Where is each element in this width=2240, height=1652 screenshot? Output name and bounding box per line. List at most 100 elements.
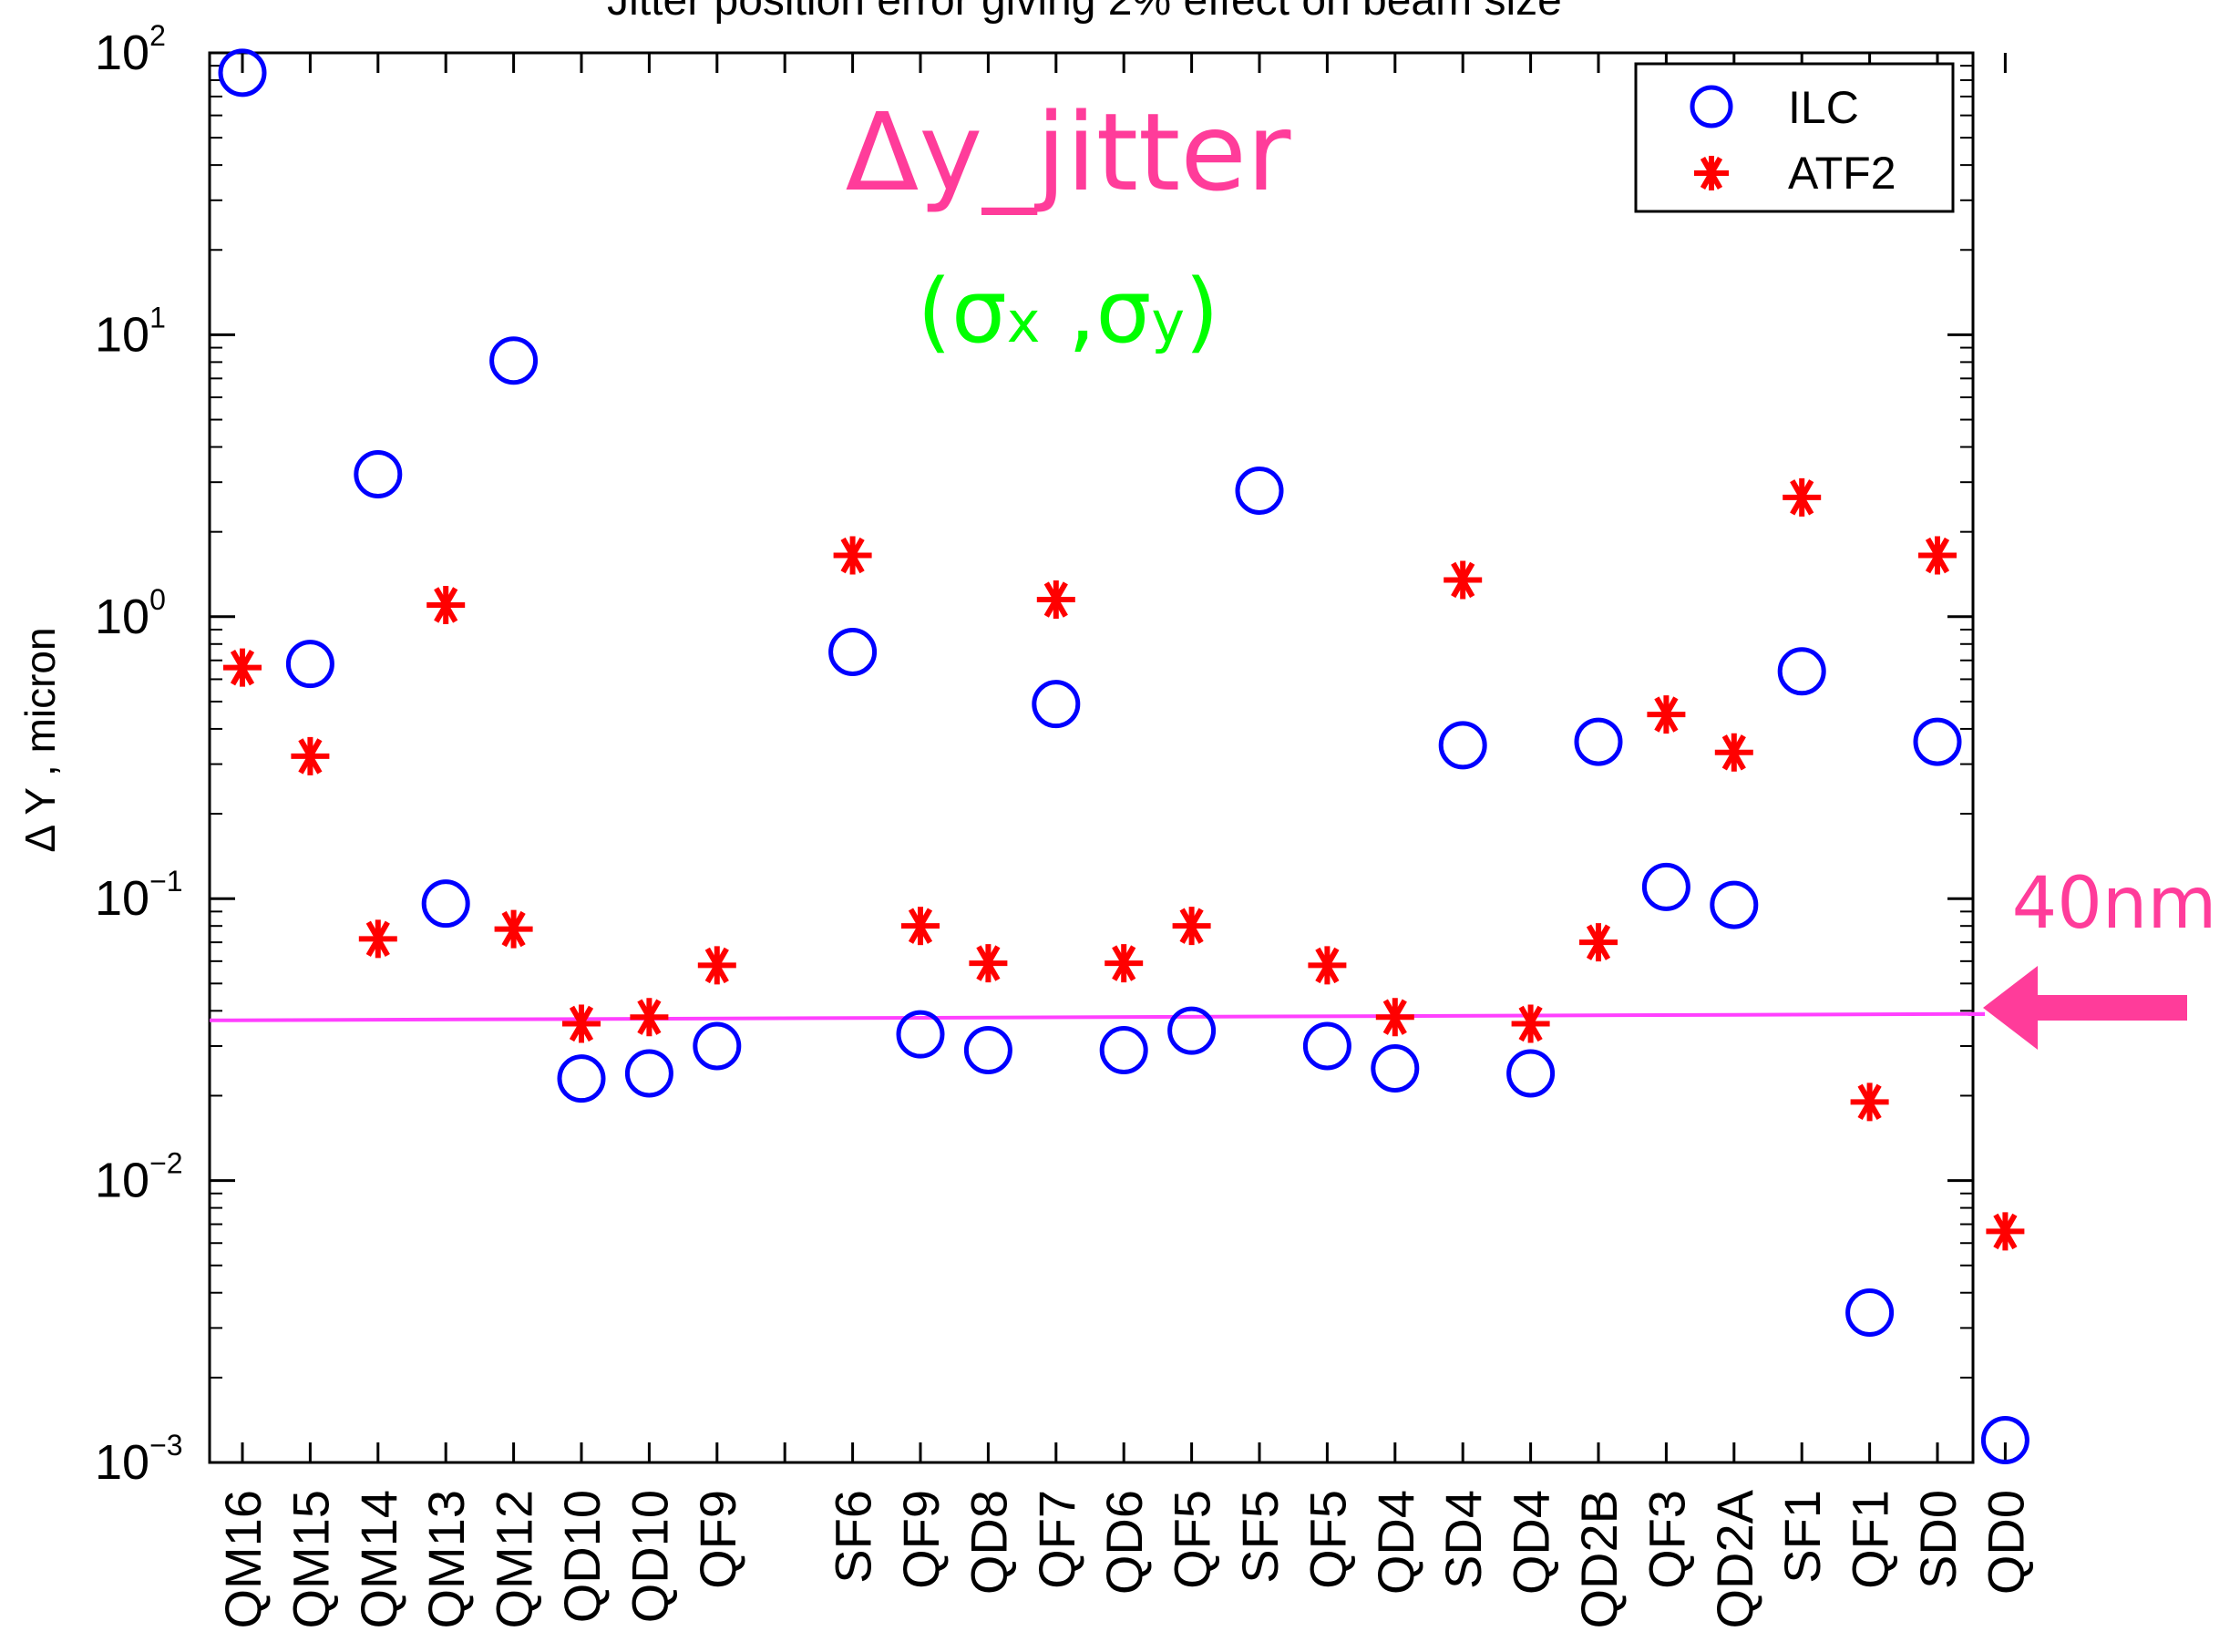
ilc-point [1371, 1043, 1420, 1093]
ilc-point [896, 1010, 945, 1059]
ilc-point [1913, 717, 1962, 766]
data-points [218, 48, 2029, 1465]
atf2-point [358, 919, 397, 959]
ilc-point [218, 48, 267, 97]
atf2-point [494, 909, 533, 949]
x-tick-labels: QM16 QM15 QM14 QM13 QM12 QD10 QD10 QF9 SF6 QF9 QD8… [214, 1489, 2034, 1628]
ilc-point [693, 1021, 742, 1071]
ilc-point [1506, 1049, 1556, 1098]
atf2-point [562, 1004, 601, 1043]
legend-atf2-label: ATF2 [1788, 148, 1896, 199]
ilc-point [963, 1026, 1012, 1075]
atf2-point [1850, 1083, 1889, 1122]
atf2-point [1714, 733, 1753, 772]
legend-atf2-asterisk [1694, 156, 1729, 190]
ilc-point [1032, 680, 1081, 729]
atf2-point [1511, 1004, 1550, 1043]
plot-frame [208, 51, 1975, 1464]
x-category-label: QF5 [1164, 1490, 1221, 1589]
atf2-point [901, 907, 940, 946]
x-category-label: QM14 [350, 1490, 407, 1629]
ilc-point [1641, 862, 1690, 911]
y-tick-labels: 102 101 100 10−1 10−2 10−3 [95, 19, 183, 1490]
ilc-point [624, 1049, 673, 1098]
ilc-point [557, 1054, 606, 1103]
x-category-label: QM15 [282, 1490, 339, 1629]
atf2-point [1986, 1212, 2025, 1251]
legend: ILC ATF2 [1634, 62, 1955, 213]
atf2-point [1375, 998, 1414, 1037]
legend-atf2-marker [1694, 156, 1729, 190]
ilc-point [1302, 1021, 1351, 1071]
x-category-label: QF9 [892, 1490, 950, 1589]
x-category-label: QF7 [1028, 1490, 1085, 1589]
atf2-point [223, 648, 262, 687]
ilc-point [489, 336, 539, 385]
atf2-point [1308, 946, 1347, 985]
x-category-label: QD2B [1570, 1490, 1628, 1629]
ilc-point [285, 640, 334, 689]
chart-title: Jitter position error giving 2% effect o… [607, 0, 1562, 25]
x-category-label: QD8 [960, 1490, 1017, 1595]
ilc-point [1710, 880, 1759, 929]
x-category-label: SD0 [1909, 1490, 1967, 1589]
x-category-label: QD2A [1706, 1489, 1763, 1628]
atf2-point [969, 944, 1008, 983]
y-tick-label: 10−3 [95, 1429, 183, 1490]
legend-ilc-marker [1690, 85, 1733, 128]
ilc-point [1438, 721, 1487, 770]
ilc-point [1574, 717, 1623, 766]
ilc-point [1845, 1288, 1895, 1338]
y-axis-label: Δ Y , micron [16, 627, 64, 852]
legend-ilc-label: ILC [1788, 82, 1859, 133]
x-category-label: QF1 [1842, 1490, 1899, 1589]
atf2-point [1647, 695, 1686, 734]
ilc-point [1980, 1416, 2029, 1465]
x-category-label: QD0 [1977, 1490, 2034, 1595]
ilc-point [1235, 466, 1284, 515]
ilc-point [354, 450, 403, 499]
annotation-40nm: 40nm [2012, 863, 2217, 945]
x-category-label: QD10 [621, 1490, 678, 1623]
atf2-point [1579, 923, 1618, 962]
x-category-label: SF6 [825, 1490, 882, 1584]
atf2-point [697, 946, 736, 985]
y-tick-label: 10−1 [95, 865, 183, 926]
atf2-point [291, 736, 330, 775]
x-category-label: QF3 [1638, 1490, 1695, 1589]
reference-line-40nm [209, 1011, 1986, 1022]
atf2-point [1444, 560, 1483, 600]
ilc-point [828, 627, 878, 676]
atf2-point [630, 998, 669, 1037]
x-category-label: QF5 [1299, 1490, 1356, 1589]
annotation-dy-jitter: Δy_jitter [846, 89, 1291, 215]
y-tick-label: 102 [95, 19, 166, 80]
ilc-point [1167, 1006, 1217, 1055]
ilc-point [421, 879, 470, 929]
atf2-point [426, 585, 466, 624]
legend-box [1634, 62, 1955, 213]
y-tick-label: 100 [95, 583, 166, 644]
atf2-point [1918, 536, 1957, 575]
annotation-sigma: (σx ,σy) [917, 261, 1218, 363]
y-tick-label: 101 [95, 301, 166, 362]
atf2-point [1105, 944, 1144, 983]
x-category-label: SD4 [1434, 1490, 1492, 1589]
atf2-point [1783, 477, 1822, 517]
x-category-label: SF5 [1231, 1490, 1289, 1584]
x-category-label: QM12 [486, 1490, 543, 1629]
atf2-point [1172, 907, 1211, 946]
x-category-label: QM16 [214, 1490, 272, 1629]
atf2-point [1036, 580, 1075, 620]
ilc-point [1777, 647, 1826, 696]
x-category-label: QM13 [417, 1490, 475, 1629]
y-tick-label: 10−2 [95, 1147, 183, 1208]
x-category-label: QD6 [1095, 1490, 1153, 1595]
ilc-point [1099, 1026, 1148, 1075]
x-category-label: SF1 [1773, 1490, 1831, 1584]
x-category-label: QF9 [689, 1490, 746, 1589]
arrow-40nm [1983, 966, 2187, 1050]
x-category-label: QD4 [1503, 1490, 1560, 1595]
atf2-point [833, 536, 872, 575]
